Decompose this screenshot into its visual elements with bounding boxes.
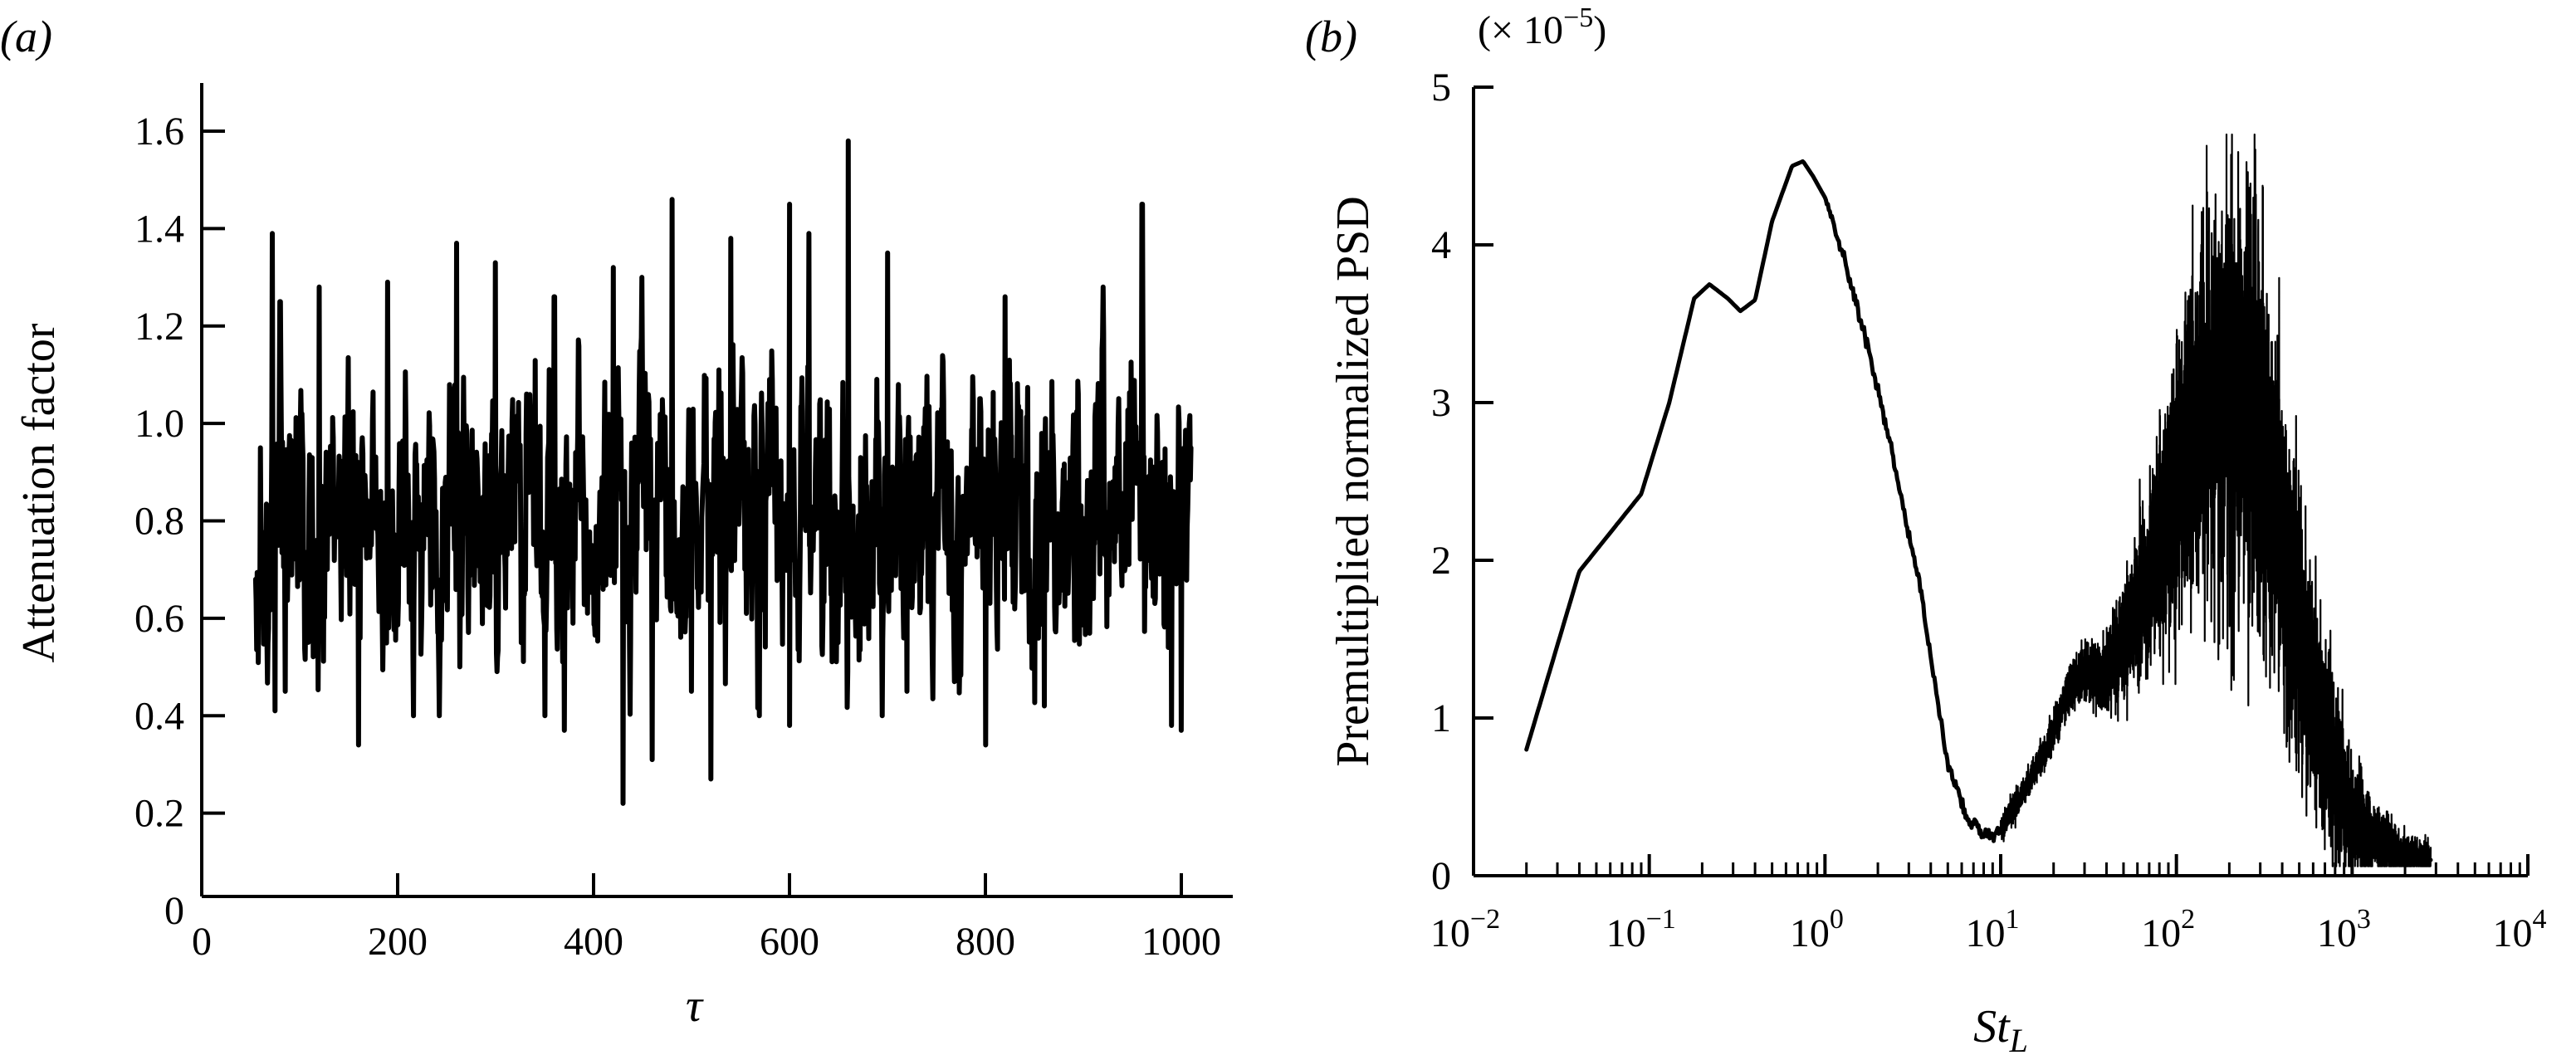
panel-a-x-tick-labels: 0 200 400 600 800 1000	[192, 920, 1221, 964]
panel-b-series-noise	[1999, 133, 2432, 867]
panel-b-y-tick-label: 1	[1431, 696, 1451, 740]
panel-a-series-line	[252, 138, 1194, 806]
panel-a-y-tick-label: 1.6	[134, 110, 184, 154]
panel-b-y-tick-label: 3	[1431, 381, 1451, 425]
panel-a-x-tick-label: 1000	[1141, 920, 1221, 964]
panel-a-y-tick-label: 1.2	[134, 305, 184, 349]
panel-b-y-multiplier: (× 10−5)	[1478, 2, 1606, 52]
panel-b-y-tick-label: 5	[1431, 66, 1451, 110]
panel-a-x-tick-label: 0	[192, 920, 212, 964]
panel-a-y-tick-label: 0.6	[134, 597, 184, 641]
panel-a-y-tick-label: 0	[164, 889, 184, 933]
panel-a-ticks	[200, 129, 1183, 896]
panel-a-x-axis-title: τ	[686, 980, 704, 1032]
panel-a-x-tick-label: 400	[564, 920, 623, 964]
panel-a-y-axis-title: Attenuation factor	[13, 323, 65, 662]
panel-b-y-tick-labels: 0 1 2 3 4 5	[1431, 66, 1451, 898]
panel-a-y-tick-label: 1.4	[134, 207, 184, 251]
panel-b-series-line	[1524, 159, 2433, 862]
panel-b-y-axis-title: Premultiplied normalized PSD	[1327, 196, 1379, 766]
panel-a-label: (a)	[0, 12, 52, 61]
panel-a-y-tick-labels: 0 0.2 0.4 0.6 0.8 1.0 1.2 1.4 1.6	[134, 110, 184, 933]
panel-b-label: (b)	[1305, 12, 1357, 61]
panel-b-x-tick-label: 10−1	[1606, 904, 1676, 955]
panel-a-x-tick-label: 200	[368, 920, 428, 964]
panel-b-x-tick-label: 101	[1966, 904, 2020, 955]
panel-b-y-tick-label: 2	[1431, 539, 1451, 583]
panel-a-chart: (a) 0 200 400 600 800 1000 0 0.2 0.4 0.6 0.8 1.0 1.…	[0, 12, 1233, 1032]
panel-b-chart: (b) (× 10−5) 10−2 10−1 100 101 102 103 104 0 1 2…	[1305, 2, 2547, 1055]
panel-b-x-tick-labels: 10−2 10−1 100 101 102 103 104	[1430, 904, 2547, 955]
panel-b-x-tick-label: 10−2	[1430, 904, 1500, 955]
panel-a-x-tick-label: 600	[760, 920, 819, 964]
panel-a-y-tick-label: 0.8	[134, 500, 184, 544]
panel-b-x-tick-label: 104	[2493, 904, 2547, 955]
panel-b-y-tick-label: 4	[1431, 223, 1451, 267]
panel-b-y-tick-label: 0	[1431, 854, 1451, 898]
panel-a-y-tick-label: 0.4	[134, 694, 184, 738]
panel-b-x-tick-label: 100	[1790, 904, 1844, 955]
panel-a-y-tick-label: 1.0	[134, 402, 184, 446]
panel-b-x-axis-title: StL	[1973, 1001, 2028, 1055]
panel-b-ticks	[1472, 85, 2530, 876]
panel-b-x-tick-label: 102	[2141, 904, 2195, 955]
panel-a-x-tick-label: 800	[956, 920, 1015, 964]
panel-a-y-tick-label: 0.2	[134, 792, 184, 836]
panel-b-x-tick-label: 103	[2317, 904, 2371, 955]
